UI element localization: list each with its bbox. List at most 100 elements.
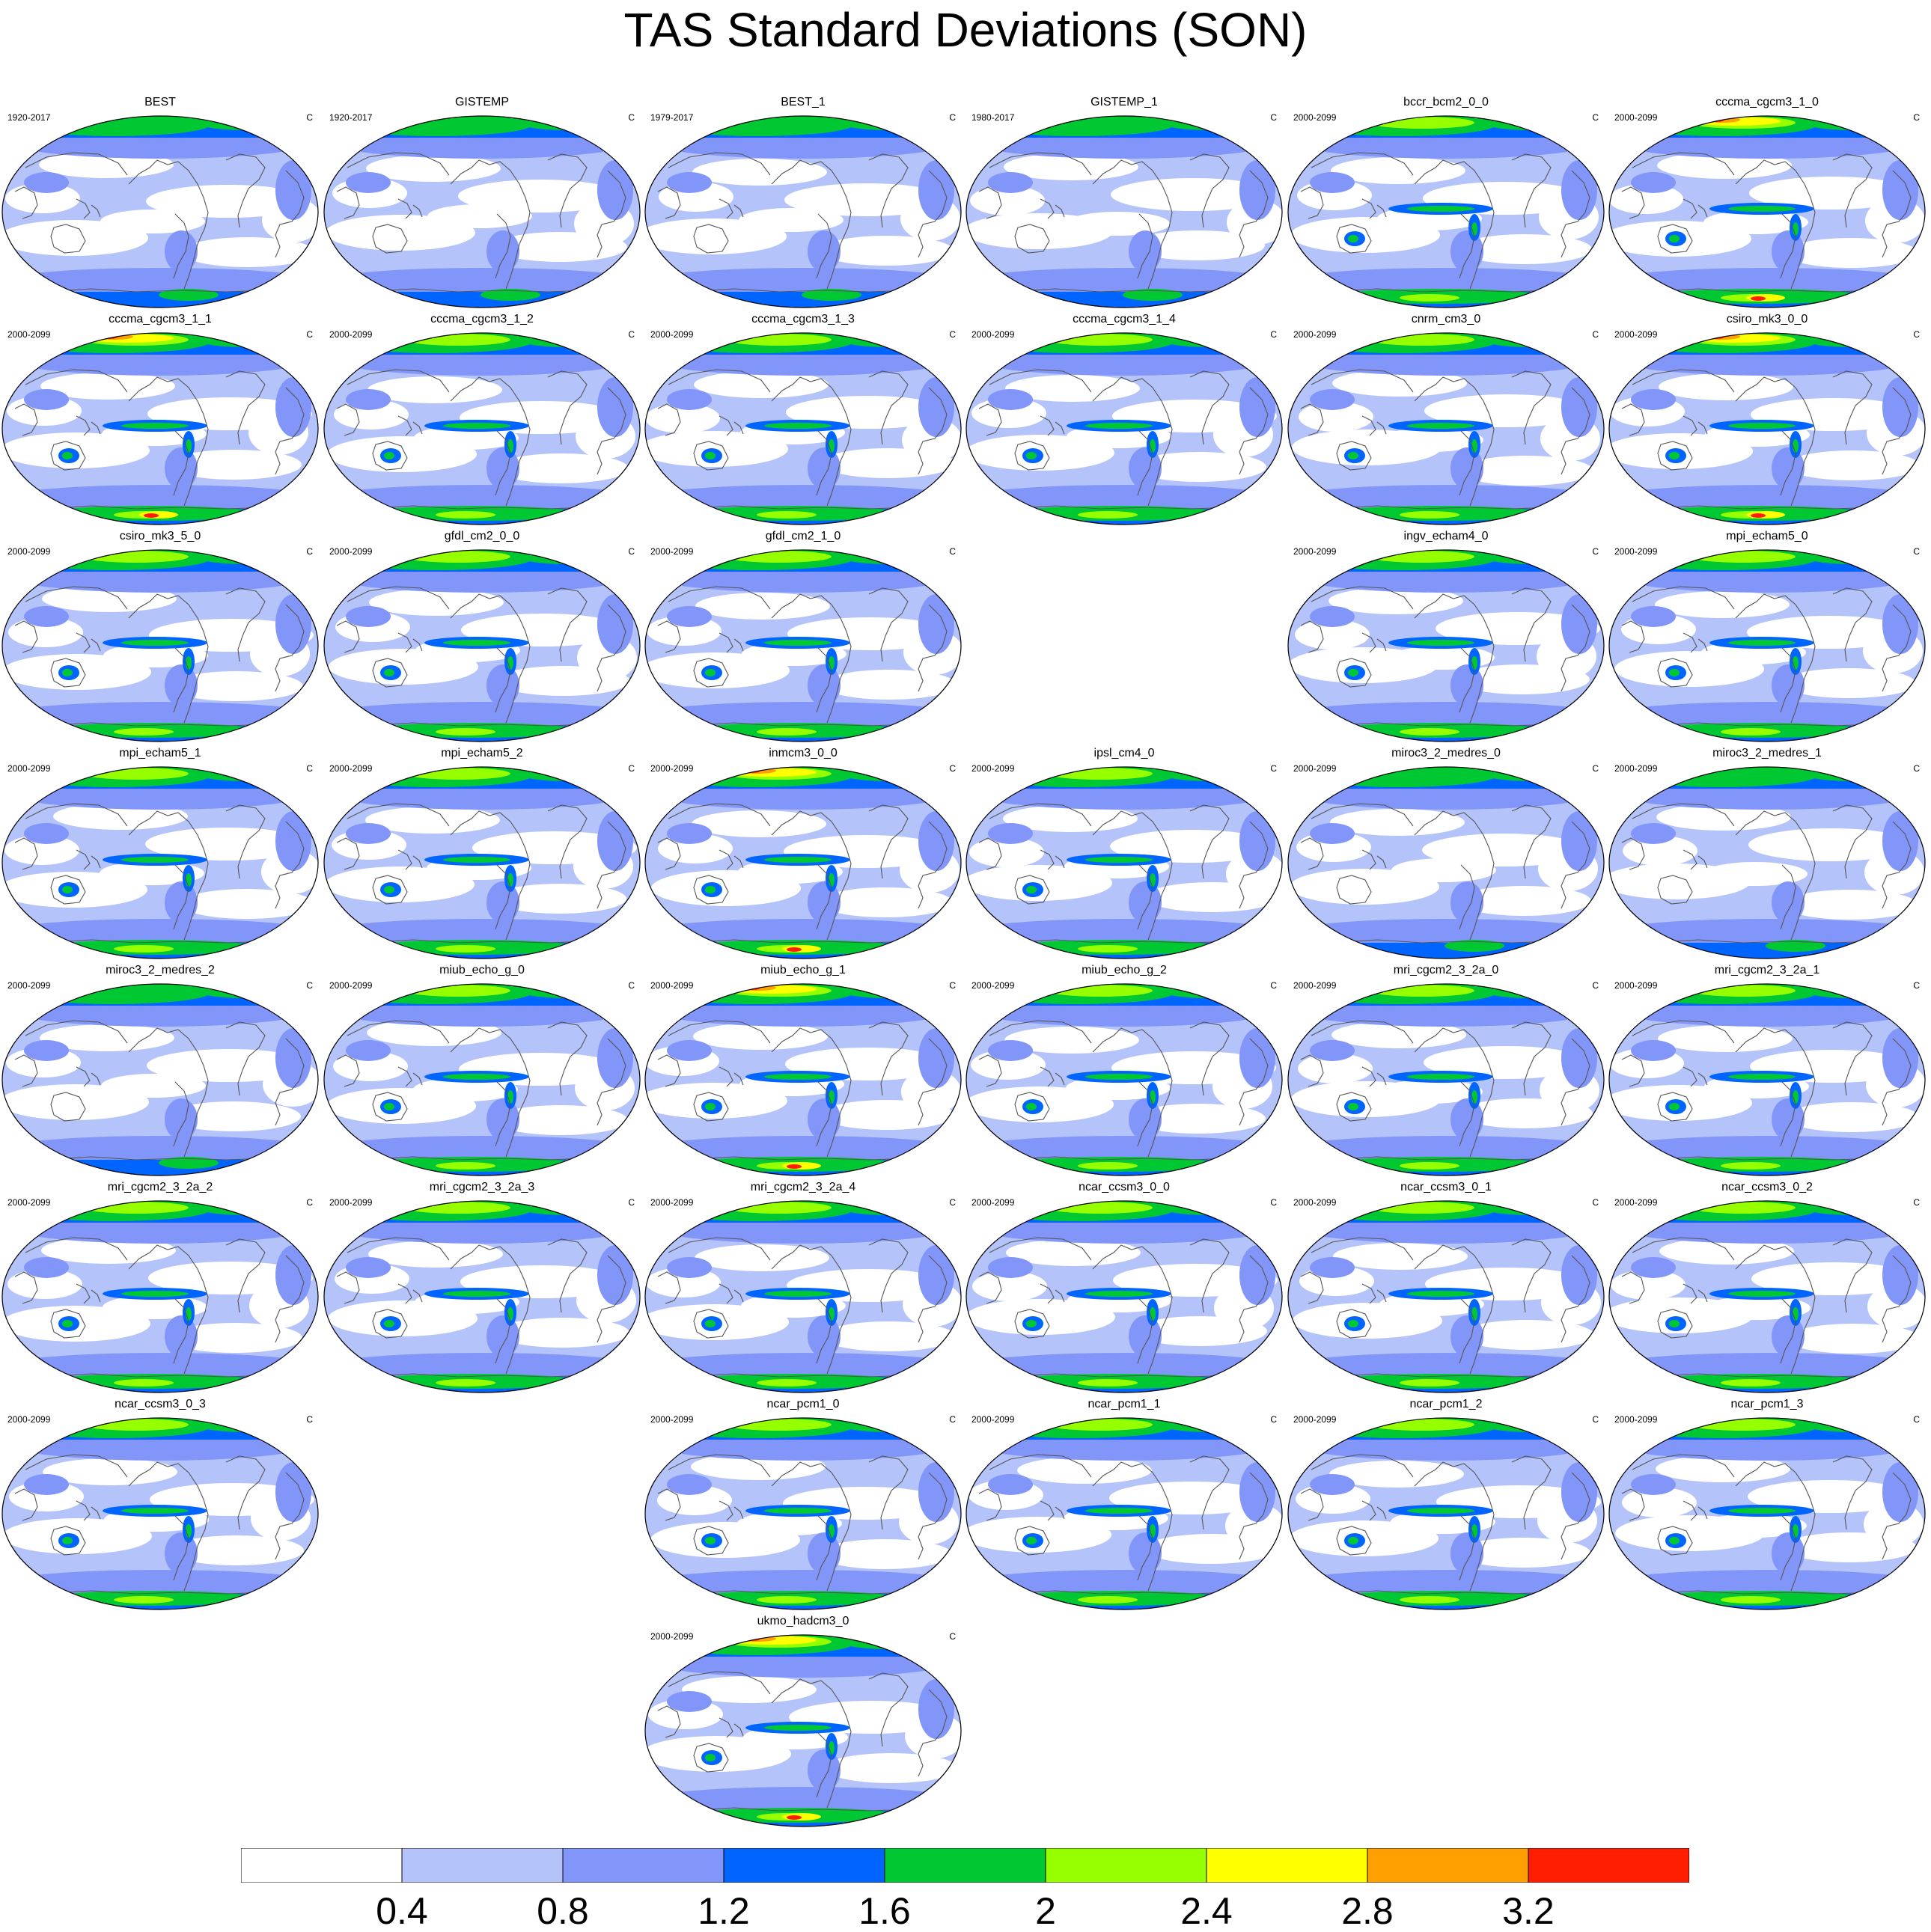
- panel-period: 2000-2099: [650, 329, 694, 340]
- panel-model-name: ncar_pcm1_1: [1087, 1398, 1161, 1410]
- panel-model-name: ncar_pcm1_3: [1730, 1398, 1804, 1410]
- panel-period: 2000-2099: [971, 1197, 1015, 1208]
- colorbar-box: [1528, 1848, 1689, 1883]
- map-panel: mpi_echam5_2 2000-2099 C: [322, 747, 642, 964]
- world-map: [966, 115, 1283, 308]
- panel-units: C: [1913, 329, 1920, 340]
- panel-units: C: [1913, 112, 1920, 123]
- panel-model-name: gfdl_cm2_0_0: [444, 530, 520, 542]
- map-panel: csiro_mk3_5_0 2000-2099 C: [0, 530, 320, 747]
- colorbar-box: [562, 1848, 724, 1883]
- panel-period: 1920-2017: [329, 112, 373, 123]
- map-panel: mri_cgcm2_3_2a_3 2000-2099 C: [322, 1181, 642, 1398]
- map-panel: GISTEMP 1920-2017 C: [322, 96, 642, 313]
- map-panel: miub_echo_g_1 2000-2099 C: [643, 964, 963, 1181]
- map-panel: inmcm3_0_0 2000-2099 C: [643, 747, 963, 964]
- panel-period: 2000-2099: [7, 1197, 51, 1208]
- panel-period: 2000-2099: [1293, 546, 1337, 557]
- panel-model-name: ingv_echam4_0: [1403, 530, 1489, 542]
- colorbar-boxes: [241, 1848, 1689, 1883]
- map-panel: miub_echo_g_0 2000-2099 C: [322, 964, 642, 1181]
- world-map: [323, 115, 641, 308]
- panel-model-name: ncar_ccsm3_0_3: [115, 1398, 206, 1410]
- panel-model-name: gfdl_cm2_1_0: [765, 530, 841, 542]
- panel-period: 2000-2099: [971, 1414, 1015, 1425]
- map-panel: mri_cgcm2_3_2a_0 2000-2099 C: [1286, 964, 1606, 1181]
- panel-units: C: [1913, 1414, 1920, 1425]
- panel-units: C: [1592, 329, 1599, 340]
- panel-period: 2000-2099: [650, 980, 694, 991]
- world-map: [644, 115, 962, 308]
- panel-model-name: miroc3_2_medres_2: [106, 964, 215, 976]
- world-map: [1287, 115, 1605, 308]
- panel-period: 2000-2099: [650, 1197, 694, 1208]
- map-panel: cnrm_cm3_0 2000-2099 C: [1286, 313, 1606, 530]
- panel-model-name: mri_cgcm2_3_2a_0: [1393, 964, 1499, 976]
- colorbar-tick-label: 1.2: [698, 1890, 750, 1932]
- map-panel: mpi_echam5_0 2000-2099 C: [1607, 530, 1927, 747]
- panel-period: 1980-2017: [971, 112, 1015, 123]
- panel-model-name: ncar_ccsm3_0_1: [1400, 1181, 1492, 1193]
- map-panel: csiro_mk3_0_0 2000-2099 C: [1607, 313, 1927, 530]
- panel-period: 2000-2099: [7, 763, 51, 774]
- map-panel: ipsl_cm4_0 2000-2099 C: [964, 747, 1284, 964]
- map-panel: GISTEMP_1 1980-2017 C: [964, 96, 1284, 313]
- panel-model-name: ncar_pcm1_0: [766, 1398, 840, 1410]
- map-panel: ncar_ccsm3_0_2 2000-2099 C: [1607, 1181, 1927, 1398]
- world-map: [966, 1417, 1283, 1610]
- world-map: [1608, 115, 1926, 308]
- map-panel: ncar_pcm1_2 2000-2099 C: [1286, 1398, 1606, 1615]
- panel-period: 2000-2099: [650, 763, 694, 774]
- map-panel: ncar_pcm1_1 2000-2099 C: [964, 1398, 1284, 1615]
- colorbar-box: [241, 1848, 403, 1883]
- figure-title: TAS Standard Deviations (SON): [623, 3, 1308, 57]
- panel-model-name: ncar_ccsm3_0_2: [1721, 1181, 1813, 1193]
- map-panel: miroc3_2_medres_0 2000-2099 C: [1286, 747, 1606, 964]
- panel-model-name: miroc3_2_medres_1: [1712, 747, 1822, 759]
- panel-model-name: BEST_1: [781, 96, 826, 108]
- panel-model-name: miub_echo_g_0: [439, 964, 525, 976]
- map-panel: cccma_cgcm3_1_1 2000-2099 C: [0, 313, 320, 530]
- world-map: [966, 332, 1283, 525]
- colorbar-tick-label: 0.8: [537, 1890, 589, 1932]
- panel-period: 2000-2099: [7, 980, 51, 991]
- panel-period: 2000-2099: [650, 1631, 694, 1642]
- world-map: [1608, 1200, 1926, 1393]
- panel-model-name: mri_cgcm2_3_2a_1: [1714, 964, 1820, 976]
- panel-units: C: [949, 1197, 956, 1208]
- panel-model-name: mri_cgcm2_3_2a_4: [750, 1181, 856, 1193]
- map-panel: cccma_cgcm3_1_4 2000-2099 C: [964, 313, 1284, 530]
- panel-units: C: [1592, 1414, 1599, 1425]
- map-panel: ncar_ccsm3_0_3 2000-2099 C: [0, 1398, 320, 1615]
- map-panel: bccr_bcm2_0_0 2000-2099 C: [1286, 96, 1606, 313]
- panel-units: C: [1270, 1414, 1277, 1425]
- colorbar-tick-label: 2: [1035, 1890, 1056, 1932]
- panel-model-name: GISTEMP: [454, 96, 509, 108]
- panel-model-name: csiro_mk3_5_0: [119, 530, 201, 542]
- map-panel: cccma_cgcm3_1_3 2000-2099 C: [643, 313, 963, 530]
- panel-units: C: [1270, 112, 1277, 123]
- map-panel-grid: BEST 1920-2017 C GISTEMP 1920-2017 C BEST_1 197…: [0, 96, 1927, 1827]
- map-panel: BEST 1920-2017 C: [0, 96, 320, 313]
- panel-model-name: mpi_echam5_0: [1726, 530, 1808, 542]
- panel-period: 2000-2099: [971, 763, 1015, 774]
- map-panel: mpi_echam5_1 2000-2099 C: [0, 747, 320, 964]
- panel-period: 2000-2099: [1293, 1197, 1337, 1208]
- panel-model-name: cccma_cgcm3_1_1: [109, 313, 212, 325]
- panel-period: 2000-2099: [329, 763, 373, 774]
- world-map: [1, 549, 319, 742]
- panel-model-name: GISTEMP_1: [1090, 96, 1158, 108]
- panel-model-name: ncar_ccsm3_0_0: [1079, 1181, 1170, 1193]
- panel-units: C: [1592, 112, 1599, 123]
- map-panel: ingv_echam4_0 2000-2099 C: [1286, 530, 1606, 747]
- panel-model-name: cccma_cgcm3_1_3: [751, 313, 855, 325]
- panel-period: 2000-2099: [7, 546, 51, 557]
- panel-period: 2000-2099: [1293, 1414, 1337, 1425]
- panel-units: C: [306, 112, 313, 123]
- map-panel: mri_cgcm2_3_2a_1 2000-2099 C: [1607, 964, 1927, 1181]
- panel-period: 2000-2099: [1614, 546, 1658, 557]
- world-map: [1, 983, 319, 1176]
- world-map: [1, 1200, 319, 1393]
- panel-period: 2000-2099: [329, 329, 373, 340]
- panel-period: 1979-2017: [650, 112, 694, 123]
